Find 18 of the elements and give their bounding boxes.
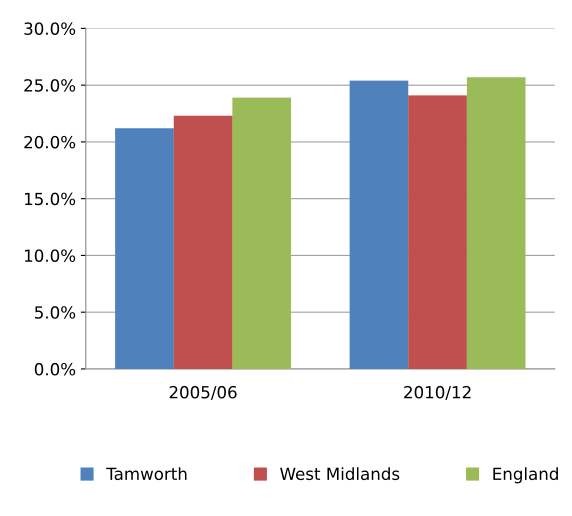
bar (115, 128, 174, 369)
bar (408, 95, 467, 369)
legend-label: Tamworth (106, 467, 186, 480)
bar (232, 98, 292, 369)
y-tick-label: 25.0% (24, 79, 76, 92)
legend-label: England (493, 467, 558, 484)
y-tick-label: 30.0% (24, 22, 76, 35)
y-tick-label: 0.0% (34, 362, 76, 376)
x-tick-label: 2005/06 (170, 386, 237, 400)
x-tick-label: 2010/12 (404, 386, 471, 400)
bar (350, 80, 408, 369)
y-tick-label: 20.0% (24, 136, 76, 148)
y-tick-label: 15.0% (24, 192, 76, 206)
y-tick-label: 10.0% (24, 249, 76, 262)
y-tick-label: 5.0% (35, 306, 76, 319)
legend-label: West Midlands (280, 467, 400, 480)
bar (174, 116, 232, 369)
bar (466, 77, 526, 369)
